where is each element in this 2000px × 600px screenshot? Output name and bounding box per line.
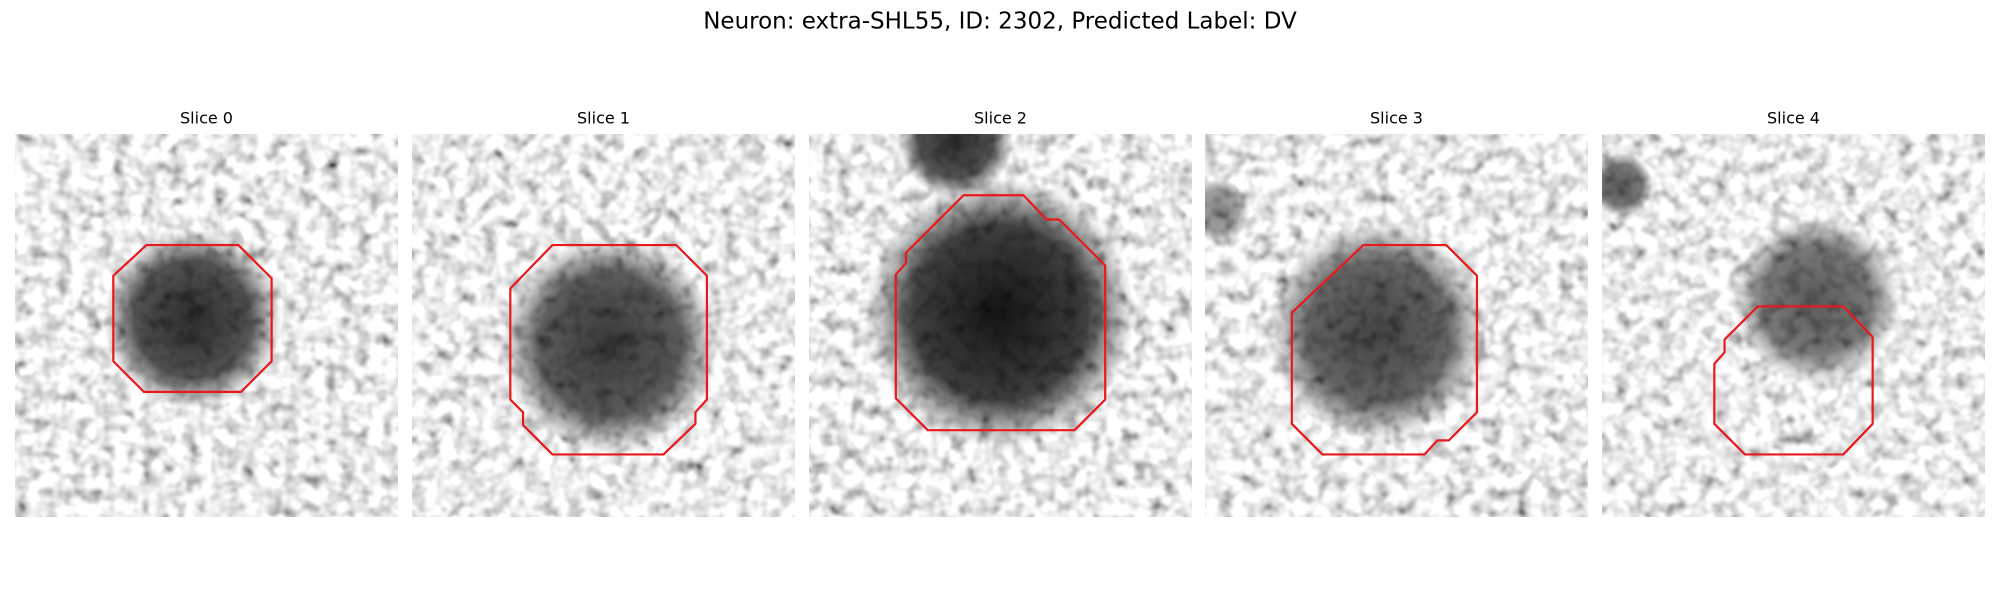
cell-body [1268, 223, 1486, 441]
roi-contour [1290, 243, 1479, 456]
roi-contour [112, 243, 273, 393]
panel-title: Slice 3 [1370, 109, 1423, 128]
cell-body [1602, 153, 1654, 217]
slice-image [1205, 134, 1588, 517]
cell-body [898, 134, 1014, 198]
figure-title: Neuron: extra-SHL55, ID: 2302, Predicted… [703, 9, 1297, 35]
panel [1205, 134, 1588, 517]
slice-image [412, 134, 795, 517]
roi-contour [1713, 305, 1874, 456]
panel [1602, 134, 1985, 517]
panel [15, 134, 398, 517]
roi-contour [509, 243, 709, 456]
cell-body [1733, 216, 1900, 383]
cell-body [501, 236, 719, 454]
slice-image [809, 134, 1192, 517]
cell-body [1205, 178, 1250, 243]
slice-image [15, 134, 398, 517]
roi-contour [894, 194, 1107, 432]
cell-body [866, 178, 1135, 447]
panel-title: Slice 2 [974, 109, 1027, 128]
slice-image [1602, 134, 1985, 517]
cell-body [103, 229, 282, 409]
panel-title: Slice 4 [1767, 109, 1820, 128]
panel-title: Slice 0 [180, 109, 233, 128]
panel [809, 134, 1192, 517]
panel-title: Slice 1 [577, 109, 630, 128]
panel [412, 134, 795, 517]
